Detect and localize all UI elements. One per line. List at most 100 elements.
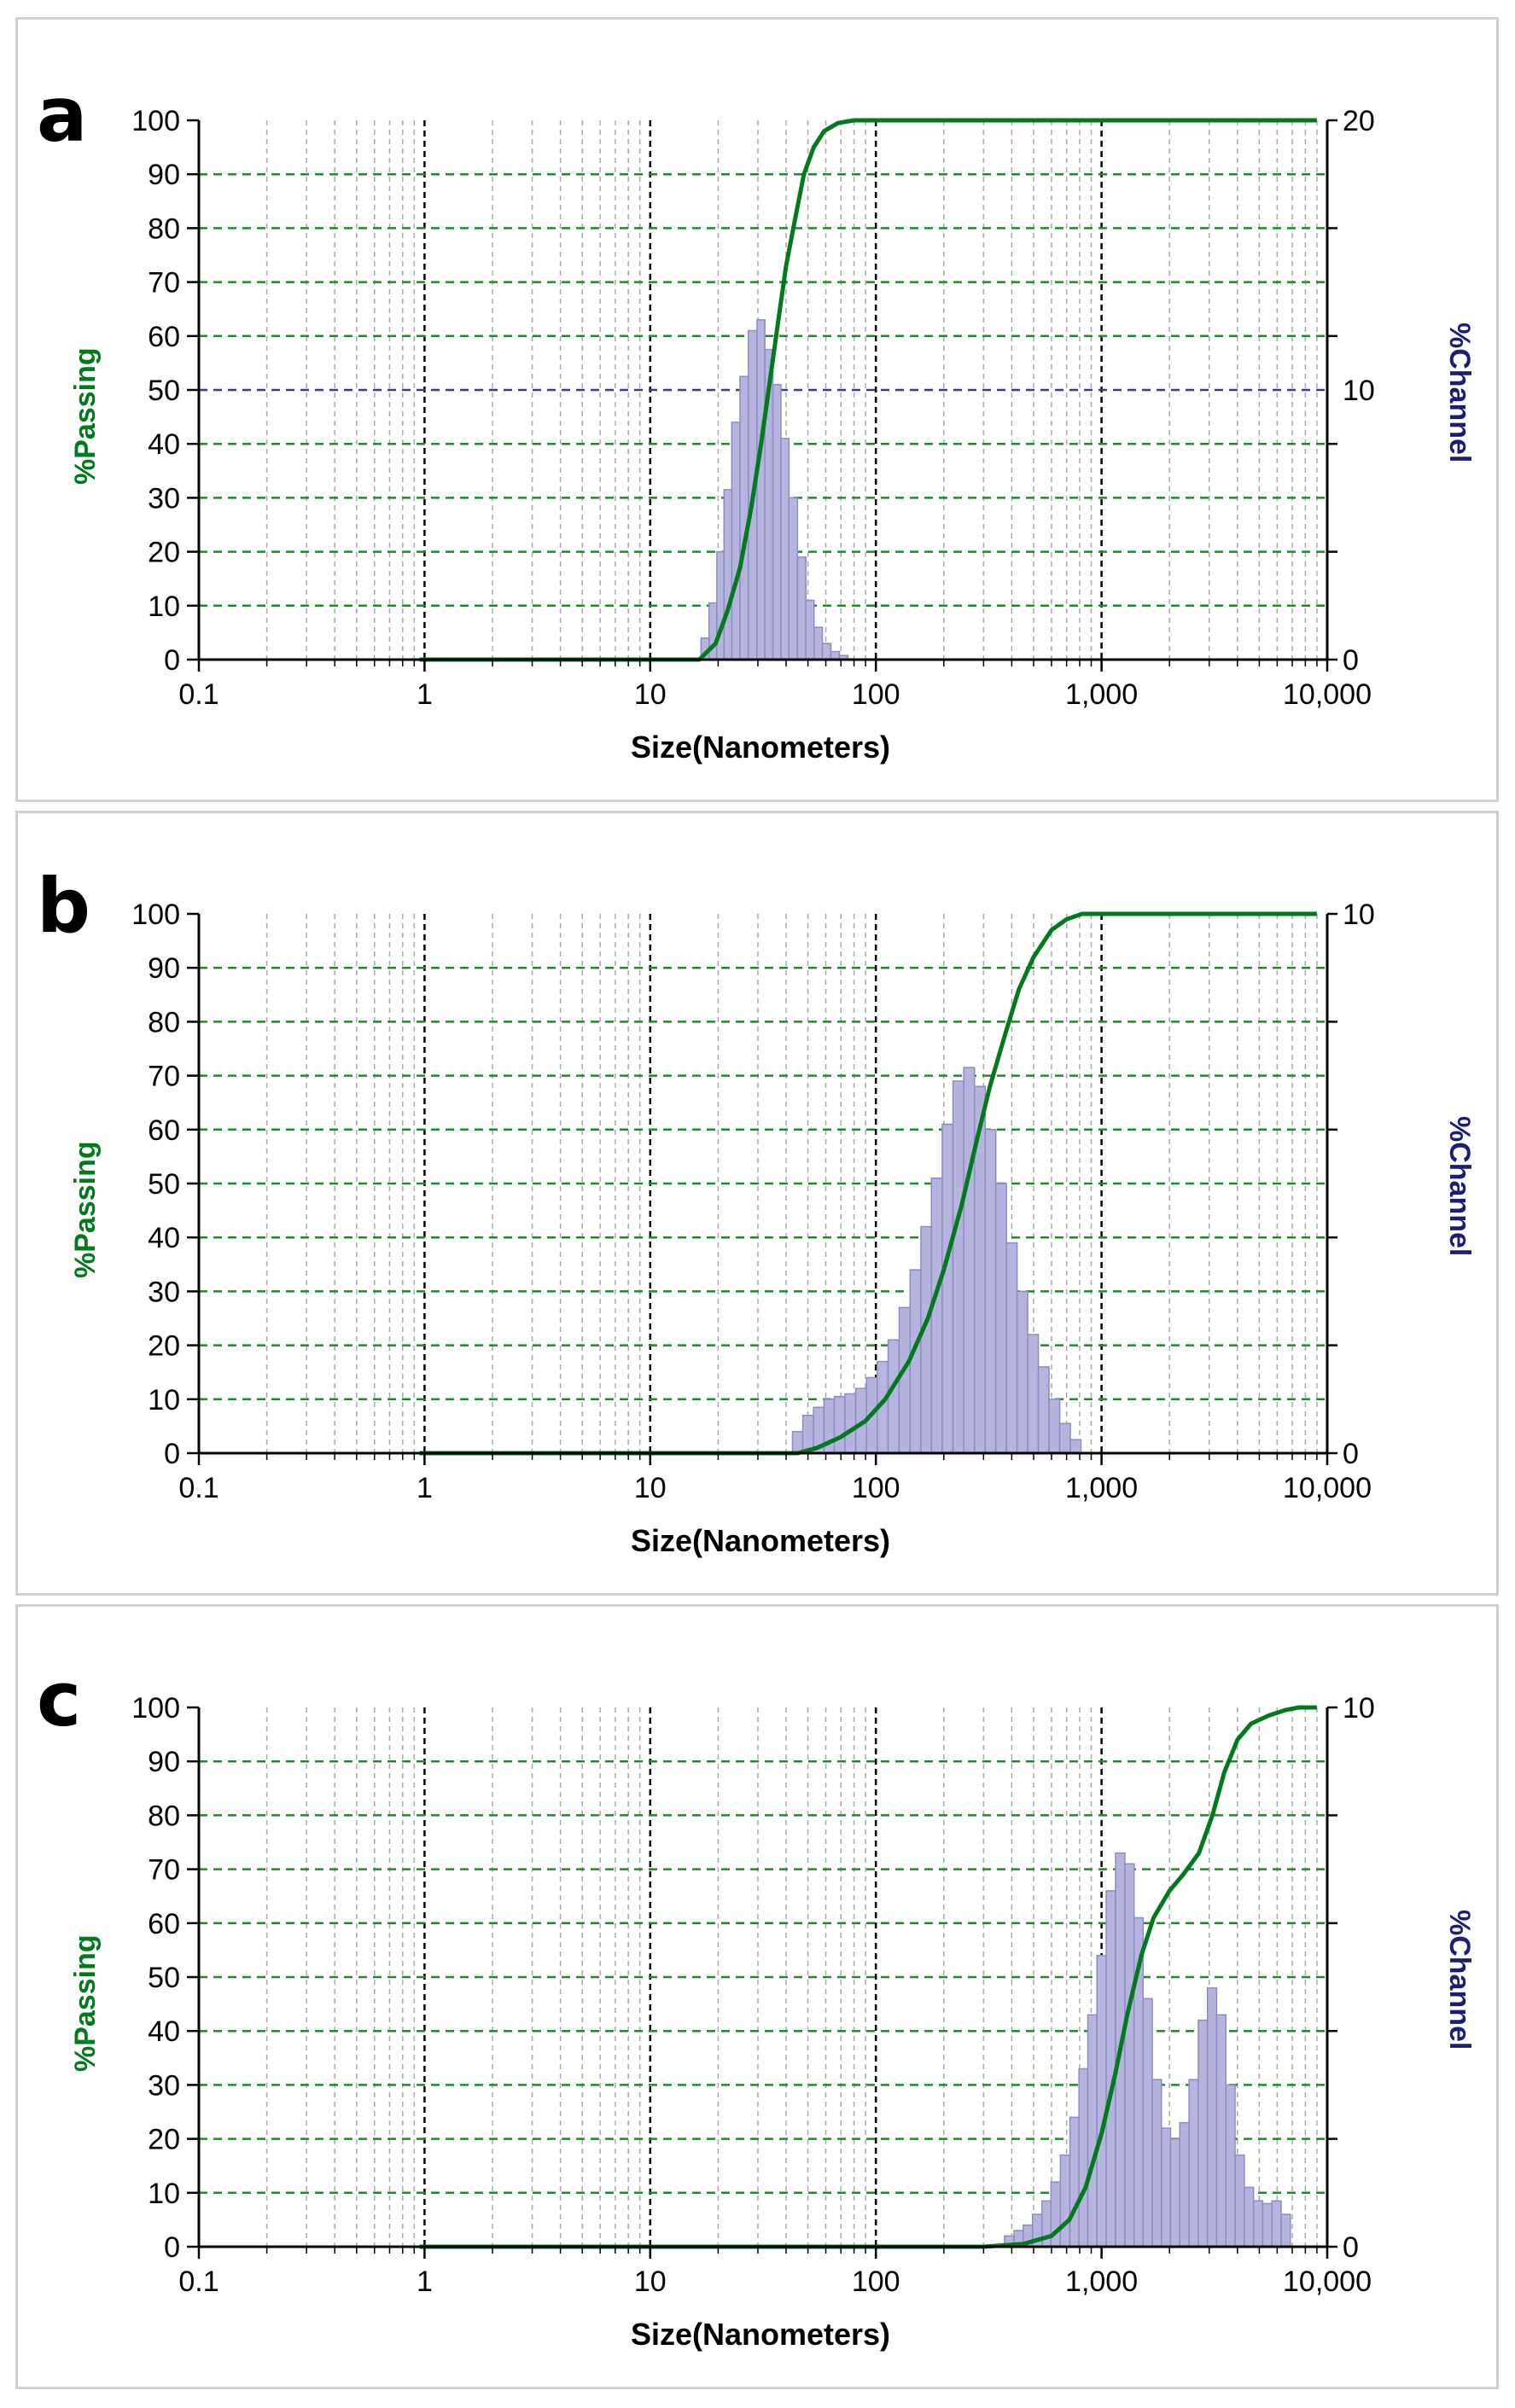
histogram-bar: [1069, 2116, 1080, 2248]
histogram-bar: [756, 319, 766, 660]
x-tick-label: 10,000: [1283, 2265, 1372, 2298]
y-right-tick-label: 10: [1343, 1692, 1375, 1725]
y-right-tick-label: 10: [1343, 899, 1375, 931]
histogram-bar: [898, 1306, 912, 1454]
y-right-tick-label: 0: [1343, 1438, 1359, 1470]
histogram-bar: [1027, 1334, 1040, 1454]
histogram-bar: [731, 422, 741, 660]
histogram-bar: [1280, 2213, 1291, 2248]
x-axis-label: Size(Nanometers): [630, 2317, 891, 2352]
y-right-tick-label: 0: [1343, 644, 1359, 677]
x-tick-label: 1: [417, 2265, 433, 2298]
x-tick-label: 100: [852, 2265, 900, 2298]
x-tick-label: 1,000: [1065, 678, 1138, 711]
y-left-tick-label: 0: [164, 644, 180, 677]
y-left-tick-label: 100: [131, 899, 180, 931]
chart-panel-a: a %Passing %Channel Size(Nanometers) 0 10…: [15, 17, 1499, 802]
histogram-bar: [1234, 2154, 1245, 2248]
histogram-bar: [805, 599, 815, 660]
histogram-bar: [1151, 2079, 1162, 2248]
panel-label: a: [37, 71, 88, 159]
y-left-tick-label: 50: [148, 1962, 180, 1994]
y-left-tick-label: 80: [148, 1800, 180, 1832]
histogram-bar: [780, 438, 790, 660]
histogram-bar: [791, 1430, 804, 1454]
y-left-tick-label: 70: [148, 1854, 180, 1887]
panel-label: c: [37, 1655, 82, 1743]
histogram-bar: [952, 1080, 964, 1454]
y-left-tick-label: 70: [148, 267, 180, 300]
chart-svg: 0 10 20 30 40 50 60 70 80 90 100 0 10 0.1 1 10 100 1,000 1…: [131, 899, 1375, 1504]
y-left-tick-label: 40: [148, 428, 180, 461]
histogram-bar: [844, 1393, 857, 1454]
histogram-bar: [920, 1225, 933, 1454]
panel-label: b: [37, 862, 90, 950]
y-right-tick-label: 10: [1343, 375, 1375, 407]
y-left-tick-label: 0: [164, 2231, 180, 2264]
histogram-bar: [963, 1067, 976, 1454]
y-left-tick-label: 60: [148, 1114, 180, 1147]
y-left-tick-label: 20: [148, 1330, 180, 1363]
y-left-tick-label: 50: [148, 1168, 180, 1201]
y-left-tick-label: 60: [148, 321, 180, 353]
histogram-bar: [930, 1177, 943, 1454]
histogram-bar: [1262, 2202, 1273, 2248]
y-left-tick-label: 50: [148, 375, 180, 407]
histogram-bar: [1096, 1954, 1107, 2248]
x-tick-label: 1,000: [1065, 1472, 1138, 1504]
y-left-tick-label: 60: [148, 1908, 180, 1940]
y-left-tick-label: 80: [148, 1006, 180, 1038]
y-left-tick-label: 10: [148, 590, 180, 623]
histogram-bar: [788, 497, 799, 660]
x-tick-label: 1,000: [1065, 2265, 1138, 2298]
y-right-tick-label: 0: [1343, 2231, 1359, 2264]
cumulative-passing-line: [419, 911, 1317, 1456]
chart-svg: 0 10 20 30 40 50 60 70 80 90 100 0 10 20 0.1 1 10 100 1,00…: [131, 105, 1375, 711]
histogram-bar: [1058, 1422, 1071, 1454]
x-axis-label: Size(Nanometers): [630, 1523, 891, 1558]
y-left-tick-label: 40: [148, 1222, 180, 1254]
histogram-bar: [1271, 2200, 1282, 2248]
y-left-tick-label: 90: [148, 952, 180, 985]
histogram-bar: [813, 626, 824, 660]
x-axis-label: Size(Nanometers): [630, 730, 891, 765]
x-tick-label: 10: [634, 678, 667, 711]
x-tick-label: 100: [852, 678, 900, 711]
y-right-tick-label: 20: [1343, 105, 1375, 137]
histogram-bar: [1225, 2084, 1236, 2248]
histogram-bar: [772, 383, 782, 660]
histogram-bar: [941, 1123, 954, 1454]
histogram-bar: [1142, 1998, 1153, 2248]
histogram-bar: [1069, 1439, 1082, 1454]
y-left-tick-label: 40: [148, 2015, 180, 2048]
x-tick-label: 10,000: [1283, 1472, 1372, 1504]
histogram-bar: [1005, 1242, 1018, 1454]
histogram-bar: [994, 1183, 1007, 1454]
cumulative-passing-line: [419, 1705, 1317, 2249]
histogram-bar: [1244, 2186, 1255, 2248]
x-tick-label: 0.1: [178, 2265, 219, 2298]
histogram-bar: [1087, 2014, 1098, 2248]
y-left-tick-label: 100: [131, 105, 180, 137]
cumulative-passing-line: [419, 118, 1317, 662]
y-left-tick-label: 100: [131, 1692, 180, 1725]
histogram-bar: [1016, 1290, 1028, 1454]
x-tick-label: 10: [634, 2265, 667, 2298]
y-left-tick-label: 90: [148, 1746, 180, 1778]
y-left-tick-label: 90: [148, 159, 180, 191]
histogram-bar: [1252, 2200, 1264, 2248]
y-left-tick-label: 30: [148, 1276, 180, 1308]
histogram-bar: [1048, 1399, 1061, 1454]
x-tick-label: 1: [417, 1472, 433, 1504]
histogram-bar: [1169, 2138, 1181, 2248]
x-tick-label: 0.1: [178, 1472, 219, 1504]
y-left-tick-label: 30: [148, 2069, 180, 2102]
histogram-bar: [1124, 1863, 1135, 2248]
x-tick-label: 10: [634, 1472, 667, 1504]
y-left-tick-label: 20: [148, 2124, 180, 2156]
histogram-bar: [984, 1129, 997, 1454]
y-left-tick-label: 30: [148, 482, 180, 515]
y-left-tick-label: 10: [148, 2178, 180, 2210]
histogram-bar: [833, 1395, 846, 1454]
histogram-bar: [1179, 2121, 1190, 2248]
